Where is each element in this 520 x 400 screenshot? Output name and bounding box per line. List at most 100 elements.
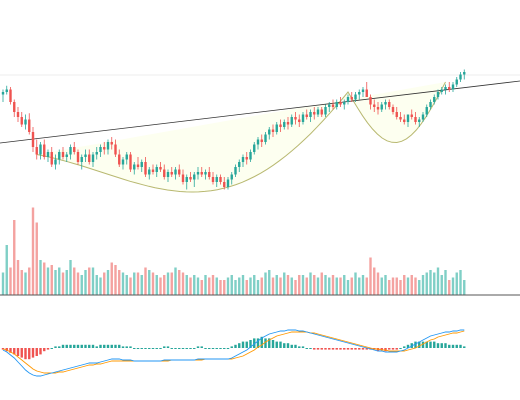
volume-bar <box>65 270 68 295</box>
candle-body <box>331 104 335 107</box>
candle-body <box>110 142 113 145</box>
macd-histogram-bar <box>114 344 117 348</box>
volume-bar <box>414 277 417 295</box>
candle-body <box>234 167 237 175</box>
volume-bar <box>166 272 170 295</box>
candle-body <box>84 154 87 157</box>
candle-body <box>320 109 323 115</box>
volume-bar <box>163 275 166 295</box>
candle-body <box>451 84 455 90</box>
macd-histogram-bar <box>144 348 147 349</box>
macd-histogram-bar <box>316 348 320 350</box>
volume-bar <box>316 277 320 295</box>
macd-histogram-bar <box>178 348 181 349</box>
candle-body <box>309 112 312 117</box>
volume-bar <box>286 275 290 295</box>
candle-body <box>95 152 98 155</box>
volume-bar <box>155 275 158 295</box>
macd-histogram-bar <box>84 344 87 348</box>
volume-bar <box>106 270 110 295</box>
candle-body <box>425 107 428 115</box>
candle-body <box>1 92 5 95</box>
macd-histogram-bar <box>193 348 196 349</box>
candle-body <box>5 89 8 92</box>
candle-body <box>343 102 346 105</box>
volume-bar <box>324 275 327 295</box>
volume-bar <box>350 277 353 295</box>
macd-histogram-bar <box>61 344 65 348</box>
candle-body <box>208 172 211 177</box>
volume-bar <box>339 277 342 295</box>
macd-histogram-bar <box>31 348 35 358</box>
macd-histogram-bar <box>174 348 177 349</box>
volume-bar <box>39 260 42 295</box>
candle-body <box>455 79 458 85</box>
macd-histogram-bar <box>399 348 402 349</box>
candle-body <box>256 139 260 145</box>
macd-histogram-bar <box>196 346 200 348</box>
macd-histogram-bar <box>166 346 170 348</box>
volume-bar <box>380 277 383 295</box>
volume-bar <box>200 280 203 295</box>
candle-body <box>399 117 402 120</box>
candle-body <box>54 159 57 165</box>
volume-bar <box>230 275 233 295</box>
macd-histogram-bar <box>275 341 278 348</box>
macd-histogram-bar <box>39 348 42 355</box>
volume-bar <box>406 277 410 295</box>
volume-bar <box>440 275 443 295</box>
macd-histogram-bar <box>103 344 106 348</box>
candle-body <box>73 147 76 152</box>
macd-histogram-bar <box>121 346 125 348</box>
candle-body <box>16 112 20 117</box>
candle-body <box>133 164 136 170</box>
volume-bar <box>20 270 23 295</box>
candle-body <box>155 167 158 172</box>
candle-body <box>136 164 140 167</box>
volume-bar <box>84 270 87 295</box>
macd-histogram-bar <box>91 344 95 348</box>
volume-bar <box>181 272 185 295</box>
macd-histogram-bar <box>226 348 230 349</box>
volume-bar <box>249 277 252 295</box>
volume-bar <box>140 275 143 295</box>
volume-bar <box>365 277 368 295</box>
candle-body <box>200 172 203 175</box>
volume-bar <box>114 265 117 295</box>
volume-bar <box>373 267 376 295</box>
macd-histogram-bar <box>380 348 383 350</box>
volume-bar <box>208 277 211 295</box>
macd-histogram-bar <box>208 348 211 349</box>
macd-histogram-bar <box>249 340 252 348</box>
volume-bar <box>459 270 462 295</box>
volume-bar <box>444 270 447 295</box>
macd-histogram-bar <box>136 348 140 349</box>
candle-body <box>268 129 271 135</box>
volume-bar <box>159 277 162 295</box>
macd-histogram-bar <box>148 348 151 349</box>
volume-bar <box>234 280 237 295</box>
candle-body <box>361 89 365 92</box>
candle-body <box>144 162 147 175</box>
volume-bar <box>1 272 5 295</box>
volume-bar <box>50 265 53 295</box>
macd-histogram-bar <box>238 343 241 348</box>
volume-bar <box>103 272 106 295</box>
candle-body <box>448 87 451 90</box>
candle-body <box>163 169 166 177</box>
macd-histogram-bar <box>283 343 286 348</box>
macd-histogram-bar <box>298 346 301 348</box>
candle-body <box>279 124 282 127</box>
candle-body <box>211 177 215 182</box>
volume-bar <box>290 277 293 295</box>
candle-body <box>223 182 226 187</box>
candle-body <box>13 102 16 112</box>
volume-bar <box>16 260 20 295</box>
candle-body <box>286 122 290 125</box>
candle-body <box>275 124 278 132</box>
volume-bar <box>238 277 241 295</box>
macd-histogram-bar <box>54 346 57 348</box>
candle-body <box>369 97 372 105</box>
volume-bar <box>354 272 357 295</box>
candle-body <box>444 87 447 90</box>
